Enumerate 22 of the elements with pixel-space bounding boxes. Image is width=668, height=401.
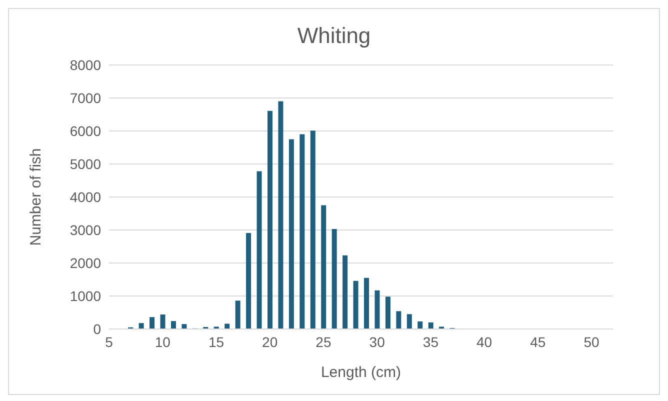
x-tick-label: 10	[154, 334, 171, 350]
x-tick-label: 15	[208, 334, 224, 350]
x-tick-label: 50	[584, 334, 600, 350]
y-tick-label: 2000	[70, 254, 102, 271]
y-tick-label: 6000	[70, 122, 102, 139]
y-tick-label: 5000	[70, 156, 102, 172]
x-tick-label: 40	[476, 334, 492, 350]
x-tick-label: 20	[262, 334, 278, 350]
y-tick-label: 4000	[70, 188, 102, 205]
x-axis-title: Length (cm)	[320, 364, 402, 381]
y-tick-label: 7000	[70, 90, 102, 106]
y-tick-label: 1000	[70, 288, 102, 304]
x-tick-label: 5	[105, 334, 114, 350]
chart-title: Whiting	[296, 23, 372, 50]
y-tick-label: 8000	[70, 56, 102, 73]
x-tick-label: 35	[422, 334, 439, 350]
y-tick-label: 0	[93, 320, 102, 337]
y-axis-title: Number of fish	[27, 148, 44, 246]
x-tick-label: 45	[530, 334, 546, 350]
x-tick-label: 30	[369, 334, 386, 350]
y-tick-label: 3000	[70, 222, 102, 238]
x-tick-label: 25	[316, 334, 332, 350]
